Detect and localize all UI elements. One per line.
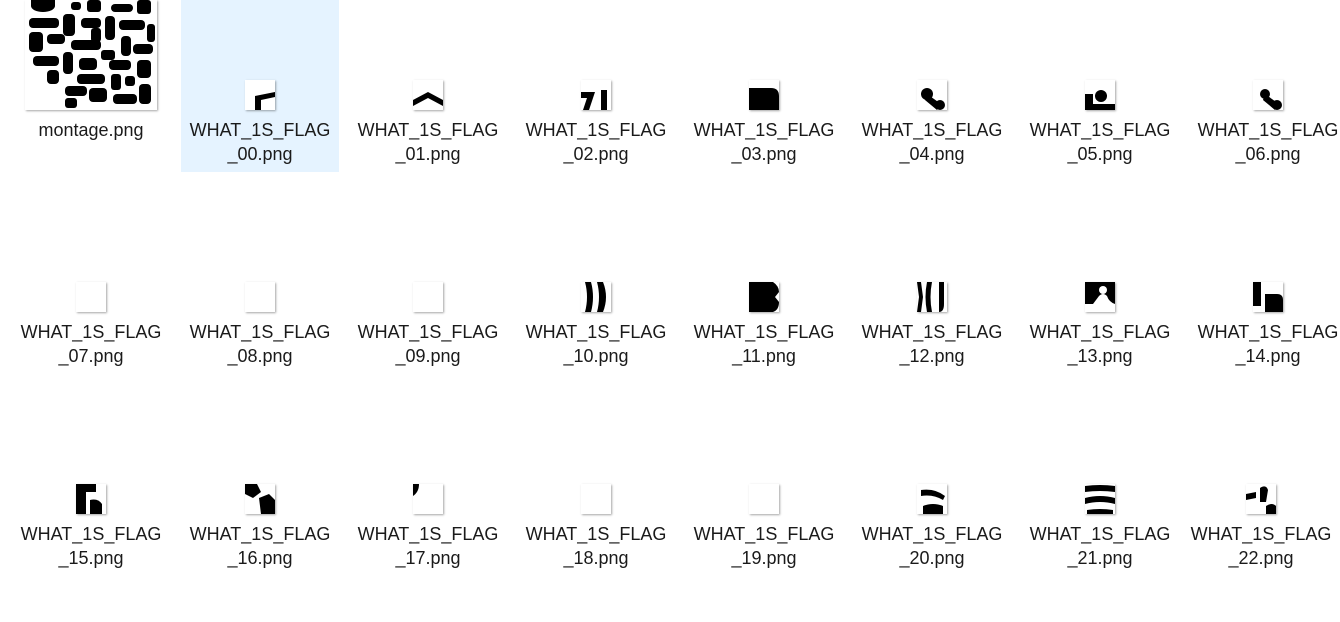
file-item-what-1s-flag-19[interactable]: WHAT_1S_FLAG _19.png — [685, 404, 843, 576]
file-name-line2: _14.png — [1235, 346, 1301, 366]
image-thumbnail-icon — [413, 282, 443, 312]
file-name-line1: WHAT_1S_FLAG — [1029, 120, 1171, 140]
file-item-what-1s-flag-12[interactable]: WHAT_1S_FLAG _12.png — [853, 202, 1011, 374]
file-item-what-1s-flag-13[interactable]: WHAT_1S_FLAG _13.png — [1021, 202, 1179, 374]
file-name-line2: _15.png — [58, 548, 124, 568]
file-item-what-1s-flag-16[interactable]: WHAT_1S_FLAG _16.png — [181, 404, 339, 576]
file-name-line1: WHAT_1S_FLAG — [189, 524, 331, 544]
file-name-line2: _09.png — [395, 346, 461, 366]
file-item-what-1s-flag-11[interactable]: WHAT_1S_FLAG _11.png — [685, 202, 843, 374]
image-thumbnail-icon — [76, 484, 106, 514]
file-name-line1: WHAT_1S_FLAG — [1197, 120, 1339, 140]
file-name-line1: WHAT_1S_FLAG — [525, 322, 667, 342]
file-name-line2: _00.png — [227, 144, 293, 164]
image-thumbnail-icon — [749, 282, 779, 312]
file-item-what-1s-flag-05[interactable]: WHAT_1S_FLAG _05.png — [1021, 0, 1179, 172]
montage-thumbnail-icon — [25, 0, 157, 110]
file-item-what-1s-flag-08[interactable]: WHAT_1S_FLAG _08.png — [181, 202, 339, 374]
image-thumbnail-icon — [245, 80, 275, 110]
file-name-line2: _05.png — [1067, 144, 1133, 164]
file-name-line2: _21.png — [1067, 548, 1133, 568]
file-item-what-1s-flag-06[interactable]: WHAT_1S_FLAG _06.png — [1189, 0, 1340, 172]
file-name-line2: _10.png — [563, 346, 629, 366]
file-name-line1: WHAT_1S_FLAG — [525, 120, 667, 140]
file-name-line1: montage.png — [38, 120, 144, 140]
file-name-line1: WHAT_1S_FLAG — [1197, 322, 1339, 342]
image-thumbnail-icon — [413, 484, 443, 514]
file-name-line2: _22.png — [1228, 548, 1294, 568]
file-item-montage[interactable]: montage.png — [12, 0, 170, 172]
file-name-line1: WHAT_1S_FLAG — [357, 322, 499, 342]
file-name-line1: WHAT_1S_FLAG — [1029, 524, 1171, 544]
image-thumbnail-icon — [1253, 80, 1283, 110]
file-item-what-1s-flag-09[interactable]: WHAT_1S_FLAG _09.png — [349, 202, 507, 374]
file-name-line2: _04.png — [899, 144, 965, 164]
image-thumbnail-icon — [749, 80, 779, 110]
file-name-line1: WHAT_1S_FLAG — [525, 524, 667, 544]
file-name-line2: _19.png — [731, 548, 797, 568]
file-name-line1: WHAT_1S_FLAG — [357, 120, 499, 140]
file-name-line1: WHAT_1S_FLAG — [20, 322, 162, 342]
image-thumbnail-icon — [917, 282, 947, 312]
image-thumbnail-icon — [917, 484, 947, 514]
file-name-line2: _16.png — [227, 548, 293, 568]
file-name-line1: WHAT_1S_FLAG — [189, 322, 331, 342]
file-name-line1: WHAT_1S_FLAG — [861, 120, 1003, 140]
file-item-what-1s-flag-21[interactable]: WHAT_1S_FLAG _21.png — [1021, 404, 1179, 576]
file-item-what-1s-flag-15[interactable]: WHAT_1S_FLAG _15.png — [12, 404, 170, 576]
image-thumbnail-icon — [581, 282, 611, 312]
file-item-what-1s-flag-04[interactable]: WHAT_1S_FLAG _04.png — [853, 0, 1011, 172]
image-thumbnail-icon — [245, 282, 275, 312]
file-name-line1: WHAT_1S_FLAG — [1029, 322, 1171, 342]
image-thumbnail-icon — [917, 80, 947, 110]
file-item-what-1s-flag-18[interactable]: WHAT_1S_FLAG _18.png — [517, 404, 675, 576]
file-item-what-1s-flag-17[interactable]: WHAT_1S_FLAG _17.png — [349, 404, 507, 576]
file-name-line2: _08.png — [227, 346, 293, 366]
file-name-line1: WHAT_1S_FLAG — [693, 524, 835, 544]
file-item-what-1s-flag-02[interactable]: WHAT_1S_FLAG _02.png — [517, 0, 675, 172]
file-name-line2: _20.png — [899, 548, 965, 568]
file-name-line1: WHAT_1S_FLAG — [189, 120, 331, 140]
file-item-what-1s-flag-03[interactable]: WHAT_1S_FLAG _03.png — [685, 0, 843, 172]
image-thumbnail-icon — [1085, 484, 1115, 514]
file-item-what-1s-flag-00[interactable]: WHAT_1S_FLAG _00.png — [181, 0, 339, 172]
file-name-line1: WHAT_1S_FLAG — [693, 322, 835, 342]
image-thumbnail-icon — [581, 80, 611, 110]
file-item-what-1s-flag-22[interactable]: WHAT_1S_FLAG _22.png — [1182, 404, 1340, 576]
file-item-what-1s-flag-20[interactable]: WHAT_1S_FLAG _20.png — [853, 404, 1011, 576]
file-item-what-1s-flag-07[interactable]: WHAT_1S_FLAG _07.png — [12, 202, 170, 374]
file-name-line1: WHAT_1S_FLAG — [20, 524, 162, 544]
file-name-line1: WHAT_1S_FLAG — [1190, 524, 1332, 544]
file-name-line2: _11.png — [732, 346, 796, 366]
file-name-line1: WHAT_1S_FLAG — [357, 524, 499, 544]
file-name-line2: _13.png — [1067, 346, 1133, 366]
image-thumbnail-icon — [76, 282, 106, 312]
file-item-what-1s-flag-14[interactable]: WHAT_1S_FLAG _14.png — [1189, 202, 1340, 374]
file-item-what-1s-flag-01[interactable]: WHAT_1S_FLAG _01.png — [349, 0, 507, 172]
file-name-line2: _03.png — [731, 144, 797, 164]
image-thumbnail-icon — [581, 484, 611, 514]
file-name-line1: WHAT_1S_FLAG — [861, 322, 1003, 342]
image-thumbnail-icon — [413, 80, 443, 110]
image-thumbnail-icon — [1085, 80, 1115, 110]
file-name-line2: _18.png — [563, 548, 629, 568]
file-name-line2: _17.png — [395, 548, 461, 568]
image-thumbnail-icon — [1246, 484, 1276, 514]
file-name-line2: _01.png — [395, 144, 461, 164]
image-thumbnail-icon — [749, 484, 779, 514]
file-name-line2: _02.png — [563, 144, 629, 164]
image-thumbnail-icon — [245, 484, 275, 514]
image-thumbnail-icon — [1253, 282, 1283, 312]
image-thumbnail-icon — [1085, 282, 1115, 312]
file-name-line2: _06.png — [1235, 144, 1301, 164]
file-name-line2: _07.png — [58, 346, 124, 366]
file-name-line1: WHAT_1S_FLAG — [693, 120, 835, 140]
file-item-what-1s-flag-10[interactable]: WHAT_1S_FLAG _10.png — [517, 202, 675, 374]
file-name-line1: WHAT_1S_FLAG — [861, 524, 1003, 544]
file-name-line2: _12.png — [899, 346, 965, 366]
